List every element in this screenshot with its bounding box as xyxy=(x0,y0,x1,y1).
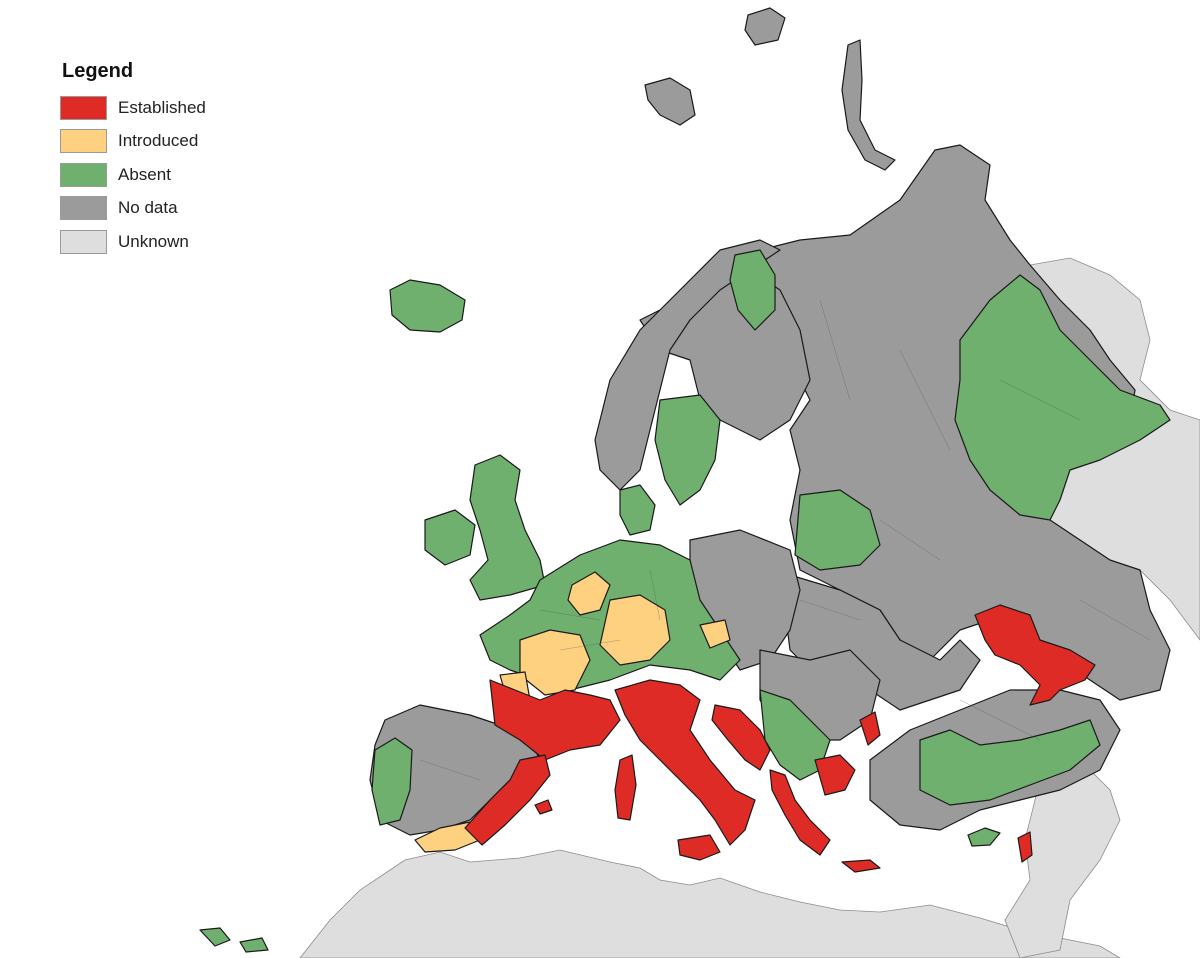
legend-swatch-absent xyxy=(60,162,107,187)
legend-swatch-nodata xyxy=(60,196,107,221)
ireland xyxy=(424,509,476,566)
sweden-south xyxy=(654,394,721,506)
legend-label-absent: Absent xyxy=(118,164,171,184)
legend-item-absent: Absent xyxy=(60,158,206,192)
italy xyxy=(614,679,756,846)
great-britain xyxy=(469,454,546,601)
madeira-canary xyxy=(199,927,269,953)
legend-item-nodata: No data xyxy=(60,192,206,226)
iceland xyxy=(389,279,466,333)
novaya-zemlya xyxy=(841,39,896,171)
sardinia-corsica xyxy=(614,754,637,821)
legend-title: Legend xyxy=(62,60,134,82)
map-legend: Legend Established Introduced Absent No … xyxy=(60,60,206,259)
legend-label-unknown: Unknown xyxy=(118,231,189,251)
turkey-north-green xyxy=(919,719,1101,806)
greece-east xyxy=(814,754,856,796)
austria-patch xyxy=(699,619,731,649)
cyprus xyxy=(967,827,1001,847)
croatia-coast xyxy=(711,704,771,771)
belarus xyxy=(794,489,881,571)
legend-swatch-established xyxy=(60,95,107,120)
albania-greece xyxy=(769,769,831,856)
legend-item-established: Established xyxy=(60,91,206,125)
denmark xyxy=(619,484,656,536)
france-south xyxy=(489,679,621,761)
bulgaria-east xyxy=(859,711,881,746)
subdivision-lines xyxy=(419,299,1151,781)
russia-green xyxy=(954,274,1171,521)
middle-east-region xyxy=(1004,759,1121,958)
portugal-galicia xyxy=(371,737,413,826)
lebanon-israel xyxy=(1017,831,1033,863)
finland-north-green xyxy=(729,249,776,331)
germany-south xyxy=(599,594,671,666)
legend-label-nodata: No data xyxy=(118,198,178,218)
legend-label-introduced: Introduced xyxy=(118,131,199,151)
arctic-islands xyxy=(644,7,896,171)
norway xyxy=(594,239,781,491)
legend-item-introduced: Introduced xyxy=(60,125,206,159)
legend-label-established: Established xyxy=(118,97,206,117)
franz-josef xyxy=(744,7,786,46)
north-africa xyxy=(299,849,1121,958)
spain-east-coast xyxy=(464,754,551,846)
legend-item-unknown: Unknown xyxy=(60,225,206,259)
established-regions xyxy=(464,604,1096,873)
crimea-krasnodar xyxy=(974,604,1096,706)
svalbard xyxy=(644,77,696,126)
legend-swatch-introduced xyxy=(60,129,107,154)
legend-swatch-unknown xyxy=(60,229,107,254)
belgium-netherlands xyxy=(567,571,611,616)
balearic xyxy=(534,799,553,815)
sicily xyxy=(677,834,721,861)
crete xyxy=(841,859,881,873)
